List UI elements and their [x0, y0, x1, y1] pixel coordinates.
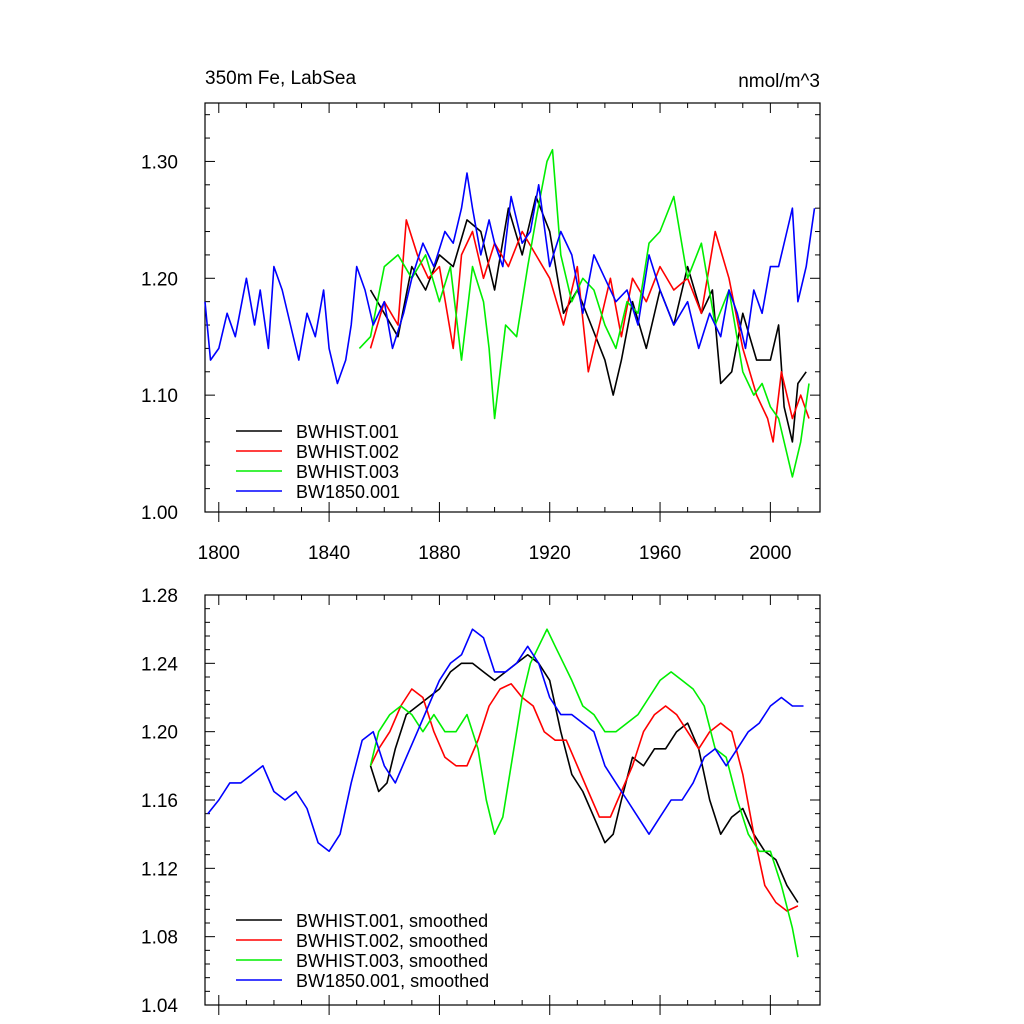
- bottom-series-group: [207, 628, 804, 958]
- legend-label: BWHIST.003, smoothed: [296, 951, 488, 971]
- legend-label: BWHIST.001: [296, 422, 399, 442]
- series-line-2: [369, 219, 810, 443]
- series-line-4: [204, 172, 816, 385]
- y-tick-label: 1.28: [141, 586, 178, 607]
- y-tick-label: 1.08: [141, 928, 178, 949]
- x-tick-label: 1920: [529, 543, 571, 564]
- legend-label: BWHIST.002: [296, 442, 399, 462]
- y-tick-label: 1.24: [141, 654, 178, 675]
- top-title-left: 350m Fe, LabSea: [205, 68, 356, 89]
- legend-label: BW1850.001, smoothed: [296, 971, 489, 991]
- bottom-axis-ticks: 1.04 1.08 1.12 1.16 1.20 1.24 1.28: [141, 586, 820, 1017]
- y-tick-label: 1.16: [141, 791, 178, 812]
- y-tick-label: 1.00: [141, 503, 178, 524]
- y-tick-label: 1.30: [141, 152, 178, 173]
- x-tick-label: 1840: [308, 543, 350, 564]
- bottom-panel: 1.04 1.08 1.12 1.16 1.20 1.24 1.28 BWHIST.001,…: [141, 586, 821, 1017]
- series-line-1: [369, 195, 807, 443]
- legend-label: BWHIST.003: [296, 462, 399, 482]
- top-series-group: [204, 148, 816, 478]
- series-line-4: [207, 628, 804, 853]
- legend-label: BWHIST.001, smoothed: [296, 911, 488, 931]
- y-tick-label: 1.04: [141, 996, 178, 1017]
- x-tick-label: 2000: [749, 543, 791, 564]
- y-tick-label: 1.10: [141, 386, 178, 407]
- series-line-3: [369, 628, 799, 958]
- legend-label: BW1850.001: [296, 482, 400, 502]
- series-line-1: [369, 653, 799, 903]
- legend-label: BWHIST.002, smoothed: [296, 931, 488, 951]
- y-tick-label: 1.20: [141, 723, 178, 744]
- top-panel: 350m Fe, LabSea nmol/m^3 1800 1840 1880 192…: [141, 68, 821, 564]
- x-tick-label: 1880: [418, 543, 460, 564]
- y-tick-label: 1.12: [141, 859, 178, 880]
- x-tick-label: 1960: [639, 543, 681, 564]
- top-title-right: nmol/m^3: [738, 71, 820, 92]
- x-tick-label: 1800: [198, 543, 240, 564]
- y-tick-label: 1.20: [141, 269, 178, 290]
- top-axis-ticks: 1800 1840 1880 1920 1960 2000 1.00 1.10 1.20 1.30: [141, 103, 820, 564]
- series-line-2: [369, 682, 799, 912]
- series-line-3: [358, 148, 810, 478]
